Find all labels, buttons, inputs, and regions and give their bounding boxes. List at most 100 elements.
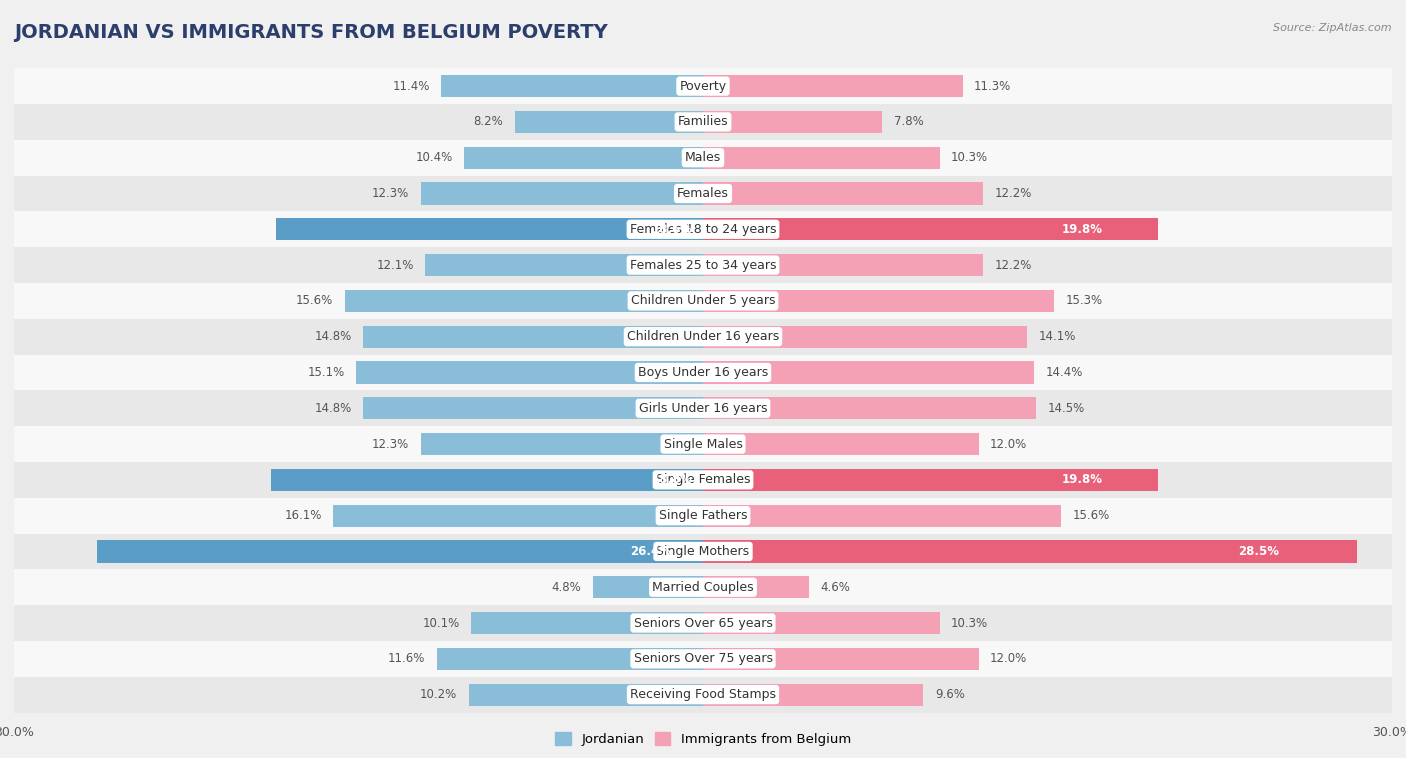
Text: Males: Males	[685, 151, 721, 164]
Text: Females: Females	[678, 187, 728, 200]
Text: Single Males: Single Males	[664, 437, 742, 450]
Bar	[441, 75, 703, 97]
Text: 10.4%: 10.4%	[415, 151, 453, 164]
Text: Females 25 to 34 years: Females 25 to 34 years	[630, 258, 776, 271]
Legend: Jordanian, Immigrants from Belgium: Jordanian, Immigrants from Belgium	[550, 726, 856, 751]
Bar	[97, 540, 703, 562]
Text: 12.0%: 12.0%	[990, 437, 1028, 450]
Bar	[271, 468, 703, 491]
Bar	[14, 569, 1392, 605]
Bar	[14, 283, 1392, 319]
Bar	[14, 390, 1392, 426]
Text: 4.6%: 4.6%	[820, 581, 851, 594]
Text: 14.5%: 14.5%	[1047, 402, 1084, 415]
Bar	[703, 433, 979, 455]
Bar	[703, 397, 1036, 419]
Bar	[703, 505, 1062, 527]
Text: Single Females: Single Females	[655, 473, 751, 487]
Text: Married Couples: Married Couples	[652, 581, 754, 594]
Text: 12.2%: 12.2%	[994, 258, 1032, 271]
Text: Receiving Food Stamps: Receiving Food Stamps	[630, 688, 776, 701]
Text: 11.6%: 11.6%	[388, 653, 425, 666]
Text: 7.8%: 7.8%	[894, 115, 924, 128]
Text: 9.6%: 9.6%	[935, 688, 965, 701]
Bar	[703, 540, 1358, 562]
Bar	[703, 468, 1157, 491]
Text: 10.1%: 10.1%	[422, 616, 460, 630]
Bar	[593, 576, 703, 598]
Text: 12.3%: 12.3%	[371, 437, 409, 450]
Bar	[14, 176, 1392, 211]
Bar	[703, 290, 1054, 312]
Text: 15.3%: 15.3%	[1066, 294, 1102, 308]
Text: 18.6%: 18.6%	[652, 223, 693, 236]
Bar	[14, 641, 1392, 677]
Text: Children Under 5 years: Children Under 5 years	[631, 294, 775, 308]
Bar	[703, 254, 983, 276]
Bar	[703, 218, 1157, 240]
Bar	[14, 247, 1392, 283]
Text: Poverty: Poverty	[679, 80, 727, 92]
Bar	[420, 183, 703, 205]
Text: 15.6%: 15.6%	[297, 294, 333, 308]
Bar	[14, 605, 1392, 641]
Text: Single Mothers: Single Mothers	[657, 545, 749, 558]
Bar	[515, 111, 703, 133]
Bar	[356, 362, 703, 384]
Bar	[363, 397, 703, 419]
Bar	[14, 534, 1392, 569]
Text: 28.5%: 28.5%	[1237, 545, 1279, 558]
Text: 11.3%: 11.3%	[974, 80, 1011, 92]
Text: 14.1%: 14.1%	[1038, 330, 1076, 343]
Bar	[703, 326, 1026, 348]
Text: 15.6%: 15.6%	[1073, 509, 1109, 522]
Text: Females 18 to 24 years: Females 18 to 24 years	[630, 223, 776, 236]
Bar	[437, 648, 703, 670]
Text: 18.8%: 18.8%	[651, 473, 692, 487]
Text: 16.1%: 16.1%	[284, 509, 322, 522]
Bar	[703, 75, 963, 97]
Bar	[14, 68, 1392, 104]
Bar	[420, 433, 703, 455]
Bar	[464, 146, 703, 169]
Text: Source: ZipAtlas.com: Source: ZipAtlas.com	[1274, 23, 1392, 33]
Text: 12.3%: 12.3%	[371, 187, 409, 200]
Bar	[14, 211, 1392, 247]
Bar	[14, 319, 1392, 355]
Text: Boys Under 16 years: Boys Under 16 years	[638, 366, 768, 379]
Bar	[703, 648, 979, 670]
Bar	[471, 612, 703, 634]
Bar	[14, 104, 1392, 139]
Text: 11.4%: 11.4%	[392, 80, 430, 92]
Bar	[14, 426, 1392, 462]
Text: 10.3%: 10.3%	[950, 616, 988, 630]
Text: 19.8%: 19.8%	[1062, 223, 1104, 236]
Text: 19.8%: 19.8%	[1062, 473, 1104, 487]
Text: Families: Families	[678, 115, 728, 128]
Bar	[276, 218, 703, 240]
Text: 8.2%: 8.2%	[474, 115, 503, 128]
Text: 14.8%: 14.8%	[315, 402, 352, 415]
Bar	[14, 677, 1392, 713]
Bar	[14, 498, 1392, 534]
Bar	[703, 684, 924, 706]
Bar	[14, 355, 1392, 390]
Text: 4.8%: 4.8%	[551, 581, 581, 594]
Text: 10.3%: 10.3%	[950, 151, 988, 164]
Bar	[703, 183, 983, 205]
Text: Children Under 16 years: Children Under 16 years	[627, 330, 779, 343]
Text: Girls Under 16 years: Girls Under 16 years	[638, 402, 768, 415]
Text: 26.4%: 26.4%	[630, 545, 671, 558]
Text: Single Fathers: Single Fathers	[659, 509, 747, 522]
Text: 12.1%: 12.1%	[377, 258, 413, 271]
Bar	[703, 362, 1033, 384]
Bar	[703, 111, 882, 133]
Text: 10.2%: 10.2%	[420, 688, 457, 701]
Text: JORDANIAN VS IMMIGRANTS FROM BELGIUM POVERTY: JORDANIAN VS IMMIGRANTS FROM BELGIUM POV…	[14, 23, 607, 42]
Bar	[14, 139, 1392, 176]
Bar	[363, 326, 703, 348]
Text: 14.8%: 14.8%	[315, 330, 352, 343]
Bar	[703, 612, 939, 634]
Bar	[344, 290, 703, 312]
Bar	[333, 505, 703, 527]
